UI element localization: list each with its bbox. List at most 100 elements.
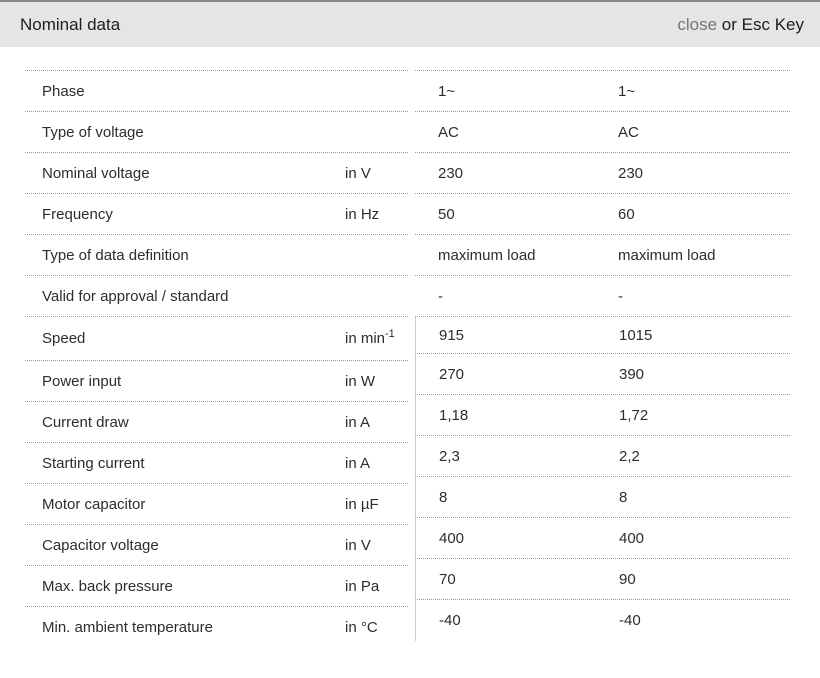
value-variant-2: 230 — [618, 164, 644, 182]
value-variant-1: maximum load — [438, 246, 536, 264]
row-label: Motor capacitor — [42, 495, 146, 513]
dialog-title: Nominal data — [20, 14, 121, 34]
value-variant-1: 230 — [438, 164, 464, 182]
table-row-values: 70 90 — [415, 559, 790, 600]
table-row-label: Nominal voltage in V — [25, 153, 408, 194]
table-row-values: -40 -40 — [415, 600, 790, 641]
table-row-values: -- — [415, 276, 790, 317]
row-unit: in µF — [345, 496, 379, 513]
row-label: Starting current — [42, 454, 145, 472]
value-variant-2: 90 — [619, 570, 636, 588]
row-unit: in °C — [345, 619, 378, 636]
table-row-label: Max. back pressure in Pa — [25, 566, 408, 607]
table-row-label: Valid for approval / standard — [25, 276, 408, 317]
value-variant-1: 1~ — [438, 82, 456, 100]
value-variant-2: 400 — [619, 529, 645, 547]
esc-key-hint: or Esc Key — [717, 14, 804, 34]
nominal-data-table: Phase Type of voltage Nominal voltage in V F… — [25, 70, 790, 652]
row-label: Max. back pressure — [42, 577, 173, 595]
row-label: Nominal voltage — [42, 164, 150, 182]
table-row-label: Capacitor voltage in V — [25, 525, 408, 566]
row-label: Power input — [42, 372, 122, 390]
value-variant-1: 50 — [438, 205, 455, 223]
value-variant-1: 400 — [439, 529, 465, 547]
table-row-label: Speed in min-1 — [25, 317, 408, 361]
row-unit-text: in W — [345, 372, 375, 390]
table-row-values: 915 1015 — [415, 317, 790, 354]
close-button[interactable]: close — [677, 14, 718, 34]
value-variant-1: 1,18 — [439, 406, 469, 424]
row-unit: in Hz — [345, 206, 379, 223]
row-label: Phase — [42, 82, 85, 100]
row-unit-text: in A — [345, 454, 371, 472]
row-label: Min. ambient temperature — [42, 619, 213, 636]
value-variant-1: 2,3 — [439, 447, 460, 465]
row-unit: in V — [345, 165, 371, 182]
row-unit-text: in A — [345, 413, 371, 431]
value-variant-2: 1015 — [619, 326, 653, 344]
value-variant-2: 1~ — [618, 82, 636, 100]
row-label: Valid for approval / standard — [42, 287, 229, 305]
table-row-label: Min. ambient temperature in °C — [25, 607, 408, 648]
value-variant-1: -40 — [439, 612, 461, 629]
row-label: Type of data definition — [42, 246, 189, 264]
table-row-label: Type of voltage — [25, 112, 408, 153]
table-row-label: Current draw in A — [25, 402, 408, 443]
row-label: Current draw — [42, 413, 129, 431]
value-variant-1: - — [438, 287, 443, 305]
table-row-values: 50 60 — [415, 194, 790, 235]
close-control: close or Esc Key — [677, 15, 804, 35]
value-variant-1: 915 — [439, 326, 465, 344]
value-variant-2: 8 — [619, 488, 628, 506]
row-unit: in Pa — [345, 578, 379, 595]
value-variant-1: AC — [438, 123, 459, 141]
table-row-label: Phase — [25, 71, 408, 112]
value-variant-2: 390 — [619, 365, 645, 383]
row-unit: in V — [345, 537, 371, 554]
value-variant-2: -40 — [619, 612, 641, 629]
table-row-values: 1,18 1,72 — [415, 395, 790, 436]
row-label: Frequency — [42, 205, 113, 223]
row-unit-text: in V — [345, 164, 371, 182]
table-row-values: 1~ 1~ — [415, 71, 790, 112]
table-row-values: 400 400 — [415, 518, 790, 559]
table-row-values: 2,3 2,2 — [415, 436, 790, 477]
unit-superscript: -1 — [385, 328, 395, 340]
row-unit-text: in µF — [345, 495, 379, 513]
table-row-label: Power input in W — [25, 361, 408, 402]
dialog-header: Nominal data close or Esc Key — [0, 0, 820, 47]
row-unit-text: in V — [345, 536, 371, 554]
value-variant-2: 2,2 — [619, 447, 640, 465]
row-unit-text: in Hz — [345, 205, 380, 223]
table-row-label: Starting current in A — [25, 443, 408, 484]
row-unit-text: in min — [345, 330, 386, 347]
table-row-label: Frequency in Hz — [25, 194, 408, 235]
value-variant-2: 60 — [618, 205, 635, 223]
value-variant-2: - — [618, 287, 623, 305]
value-variant-2: maximum load — [618, 246, 716, 264]
row-unit-text: in °C — [345, 619, 378, 636]
row-unit: in min-1 — [345, 328, 395, 348]
row-label: Speed — [42, 330, 86, 347]
table-row-values: AC AC — [415, 112, 790, 153]
row-unit: in A — [345, 414, 370, 431]
table-row-label: Type of data definition — [25, 235, 408, 276]
value-variant-2: AC — [618, 123, 639, 141]
row-unit-text: in Pa — [345, 577, 380, 595]
labels-units-column: Phase Type of voltage Nominal voltage in V F… — [25, 70, 408, 648]
row-unit: in W — [345, 373, 375, 390]
value-variant-1: 270 — [439, 365, 465, 383]
value-variant-1: 8 — [439, 488, 448, 506]
row-unit: in A — [345, 455, 370, 472]
row-label: Capacitor voltage — [42, 536, 159, 554]
value-variant-1: 70 — [439, 570, 456, 588]
row-label: Type of voltage — [42, 123, 144, 141]
table-row-values: 230 230 — [415, 153, 790, 194]
table-row-label: Motor capacitor in µF — [25, 484, 408, 525]
table-row-values: 270 390 — [415, 354, 790, 395]
table-row-values: maximum load maximum load — [415, 235, 790, 276]
value-variant-2: 1,72 — [619, 406, 649, 424]
values-columns: 1~ 1~ AC AC 230 230 50 60 maximum load maximum lo… — [415, 70, 790, 641]
